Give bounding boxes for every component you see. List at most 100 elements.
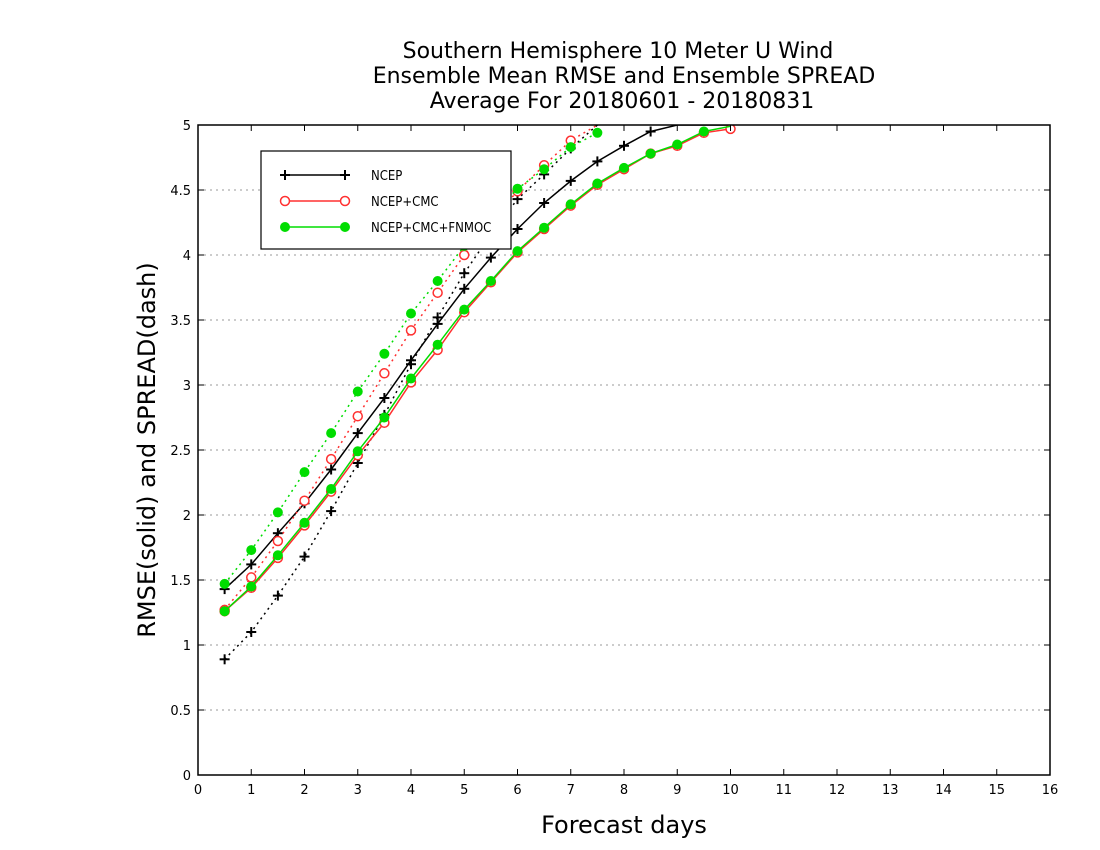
y-tick-label-2: 1 — [183, 639, 191, 654]
chart-title-line-3: Average For 20180601 - 20180831 — [430, 89, 815, 114]
point-rmse-2-11 — [512, 246, 523, 257]
legend-marker-left-0 — [280, 170, 290, 180]
legend-marker-right-1 — [339, 195, 351, 207]
point-spread-0-1 — [246, 627, 257, 637]
point-spread-1-8 — [432, 287, 443, 298]
y-tick-label-3: 1.5 — [170, 574, 191, 589]
point-spread-2-13 — [565, 142, 576, 153]
x-tick-label-12: 12 — [829, 783, 846, 798]
x-tick-label-1: 1 — [247, 783, 255, 798]
legend-marker-left-2 — [280, 222, 290, 232]
point-rmse-2-6 — [379, 412, 390, 423]
plot-area — [219, 125, 736, 665]
grid — [198, 189, 1050, 711]
point-rmse-0-15 — [619, 140, 629, 151]
point-rmse-2-17 — [672, 139, 683, 150]
point-spread-2-12 — [539, 164, 550, 175]
point-spread-0-3 — [299, 551, 310, 562]
point-rmse-2-0 — [219, 606, 230, 617]
chart-title-line-1: Southern Hemisphere 10 Meter U Wind — [403, 39, 834, 64]
point-rmse-0-14 — [592, 156, 603, 167]
point-rmse-0-7 — [406, 355, 416, 366]
x-tick-label-3: 3 — [354, 783, 362, 798]
point-rmse-0-10 — [485, 252, 496, 263]
y-tick-label-5: 2.5 — [170, 444, 191, 459]
point-rmse-2-12 — [539, 222, 550, 233]
point-rmse-0-11 — [512, 224, 523, 234]
line-spread-0 — [224, 125, 598, 660]
point-rmse-2-8 — [432, 339, 443, 350]
legend-marker-left-1 — [279, 195, 291, 207]
point-rmse-2-7 — [406, 373, 416, 384]
x-tick-label-6: 6 — [513, 783, 521, 798]
series-ncep-cmc-fnmoc — [219, 125, 731, 617]
point-spread-2-8 — [432, 276, 443, 286]
point-rmse-0-6 — [379, 393, 390, 403]
x-tick-label-16: 16 — [1042, 783, 1059, 798]
point-spread-0-4 — [326, 506, 337, 517]
point-spread-1-2 — [272, 535, 284, 547]
point-rmse-0-5 — [352, 428, 363, 439]
y-tick-label-0: 0 — [183, 769, 191, 784]
y-tick-label-9: 4.5 — [170, 184, 191, 199]
point-spread-2-4 — [326, 428, 337, 439]
x-tick-label-0: 0 — [194, 783, 202, 798]
point-spread-2-14 — [592, 127, 603, 138]
point-rmse-2-2 — [272, 550, 283, 561]
point-rmse-2-16 — [645, 148, 656, 159]
point-spread-1-9 — [459, 249, 470, 261]
point-spread-1-3 — [299, 495, 310, 506]
point-rmse-2-10 — [485, 276, 496, 286]
point-rmse-2-13 — [565, 199, 576, 210]
legend-label-1: NCEP+CMC — [371, 195, 439, 210]
point-spread-0-2 — [272, 590, 283, 601]
legend-marker-right-0 — [340, 170, 350, 180]
point-spread-1-1 — [246, 572, 257, 583]
point-rmse-2-1 — [246, 581, 257, 592]
point-rmse-0-1 — [246, 559, 257, 570]
point-spread-0-0 — [219, 654, 230, 665]
point-rmse-2-18 — [698, 126, 709, 137]
y-tick-label-10: 5 — [183, 119, 191, 134]
point-rmse-0-8 — [432, 318, 443, 329]
point-rmse-0-9 — [459, 283, 470, 294]
axis-ticks: 0 1 2 3 4 5 6 7 8 9 10 11 12 13 14 15 1600.511.522.533.5… — [170, 119, 1058, 798]
point-rmse-0-16 — [645, 126, 656, 137]
y-axis-title: RMSE(solid) and SPREAD(dash) — [133, 262, 161, 638]
point-rmse-2-15 — [619, 162, 629, 173]
line-rmse-0 — [224, 125, 731, 590]
x-tick-label-13: 13 — [882, 783, 899, 798]
legend-marker-right-2 — [340, 222, 350, 232]
x-tick-label-2: 2 — [300, 783, 308, 798]
chart-title-line-2: Ensemble Mean RMSE and Ensemble SPREAD — [373, 64, 876, 89]
point-spread-2-3 — [299, 467, 310, 478]
x-tick-label-15: 15 — [988, 783, 1005, 798]
y-tick-label-1: 0.5 — [170, 704, 191, 719]
point-rmse-2-9 — [459, 304, 470, 315]
point-spread-2-6 — [379, 348, 390, 359]
point-spread-1-7 — [405, 325, 417, 336]
point-rmse-2-4 — [326, 484, 337, 494]
x-tick-label-11: 11 — [775, 783, 792, 798]
legend: NCEP NCEP+CMC NCEP+CMC+FNMOC — [260, 150, 512, 250]
x-tick-label-14: 14 — [935, 783, 952, 798]
x-tick-label-10: 10 — [722, 783, 739, 798]
line-rmse-2 — [224, 125, 731, 612]
x-tick-label-9: 9 — [673, 783, 681, 798]
series-ncep — [219, 125, 731, 665]
point-spread-1-4 — [325, 453, 337, 465]
y-tick-label-7: 3.5 — [170, 314, 191, 329]
point-spread-2-1 — [246, 545, 257, 556]
x-tick-label-7: 7 — [567, 783, 575, 798]
point-spread-2-7 — [406, 308, 416, 319]
legend-label-2: NCEP+CMC+FNMOC — [371, 221, 491, 236]
point-spread-1-6 — [379, 368, 390, 379]
y-tick-label-4: 2 — [183, 509, 191, 524]
y-tick-label-8: 4 — [183, 249, 191, 264]
point-rmse-0-13 — [565, 175, 576, 186]
point-rmse-2-5 — [352, 446, 363, 457]
legend-label-0: NCEP — [371, 169, 402, 184]
x-axis-title: Forecast days — [541, 811, 707, 839]
x-tick-label-4: 4 — [407, 783, 415, 798]
